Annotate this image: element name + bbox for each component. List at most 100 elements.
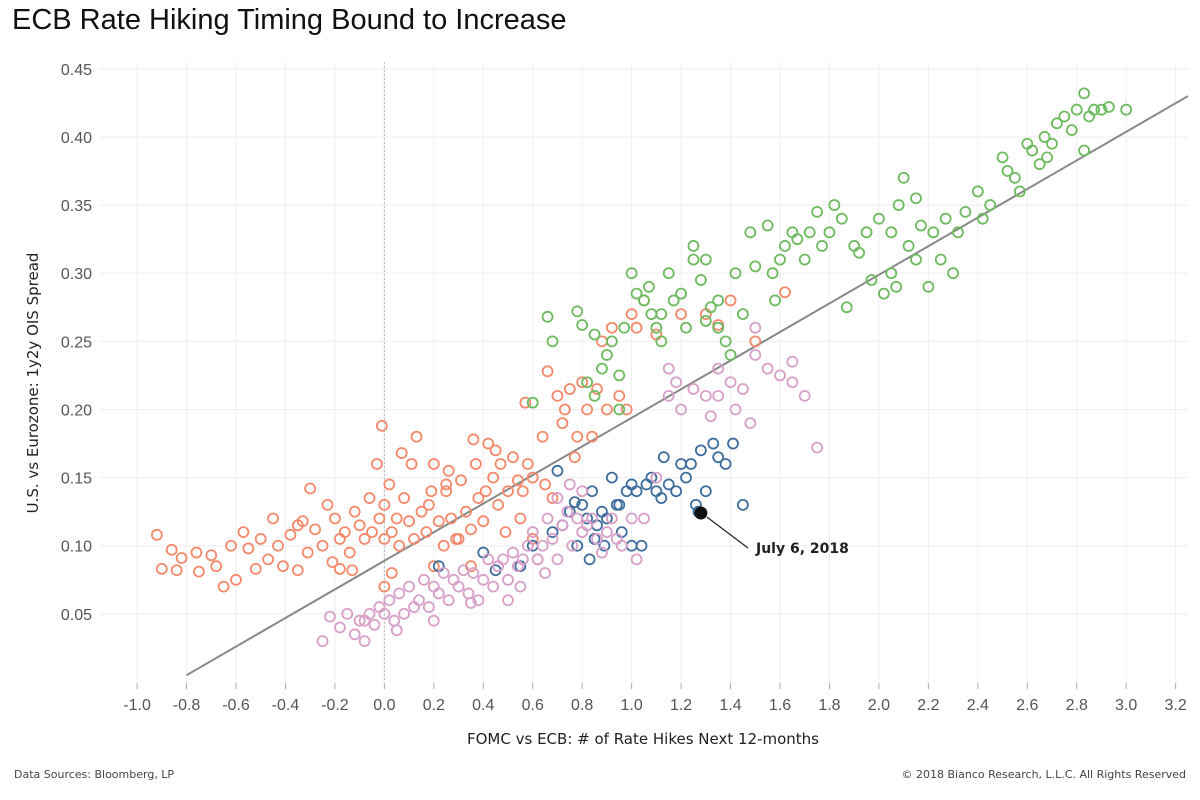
data-point: [408, 533, 420, 545]
data-point: [712, 321, 725, 334]
data-point: [605, 512, 618, 525]
data-point: [596, 546, 608, 559]
data-point: [630, 485, 643, 498]
data-point: [521, 539, 534, 552]
data-point: [358, 614, 371, 627]
data-point: [798, 253, 811, 266]
data-point: [581, 403, 594, 416]
x-tick-label: -1.0: [123, 697, 151, 714]
data-point: [267, 512, 279, 525]
data-point: [853, 246, 866, 259]
data-point: [996, 151, 1009, 164]
data-point: [546, 335, 559, 348]
data-point: [571, 539, 584, 552]
data-point: [803, 226, 816, 239]
data-point: [598, 539, 611, 552]
data-point: [487, 471, 500, 484]
data-point: [729, 267, 742, 280]
data-point: [378, 533, 391, 545]
data-point: [472, 492, 485, 504]
data-point: [333, 563, 346, 575]
data-point: [395, 447, 408, 459]
data-point: [316, 635, 329, 648]
data-point: [640, 478, 653, 491]
data-point: [277, 560, 289, 573]
data-point: [432, 515, 445, 528]
data-point: [413, 594, 425, 607]
x-tick-label: 2.0: [868, 697, 890, 714]
data-point: [662, 478, 675, 491]
data-point: [645, 471, 658, 484]
data-point: [581, 519, 594, 532]
data-point: [410, 430, 423, 443]
data-point: [373, 601, 386, 613]
data-point: [1041, 151, 1053, 164]
data-point: [774, 253, 786, 266]
data-point: [613, 498, 626, 511]
data-point: [1046, 137, 1058, 150]
data-point: [615, 539, 628, 552]
data-point: [902, 240, 915, 252]
data-point: [284, 528, 297, 541]
data-point: [581, 376, 594, 389]
data-point: [618, 321, 631, 334]
data-point: [568, 496, 581, 509]
data-point: [193, 565, 205, 578]
data-point: [546, 492, 559, 504]
data-point: [398, 607, 411, 620]
x-tick-label: 2.4: [967, 697, 989, 714]
data-point: [309, 523, 322, 536]
data-point: [976, 212, 989, 225]
data-point: [460, 505, 472, 518]
data-point: [155, 563, 168, 575]
x-tick-label: 0.4: [472, 697, 494, 714]
x-axis-label: FOMC vs ECB: # of Rate Hikes Next 12-mon…: [467, 730, 819, 748]
data-point: [388, 614, 401, 627]
data-point: [514, 580, 527, 593]
data-point: [601, 526, 613, 539]
data-point: [601, 512, 613, 525]
annotation-leader-line: [706, 516, 749, 549]
data-point: [685, 458, 697, 470]
data-point: [551, 553, 564, 566]
data-point: [455, 474, 467, 487]
data-point: [840, 301, 853, 314]
data-point: [546, 533, 559, 545]
data-point: [422, 601, 435, 613]
y-tick-label: 0.25: [61, 334, 92, 351]
data-point: [823, 226, 836, 239]
data-point: [558, 403, 571, 416]
data-point: [516, 485, 529, 498]
data-point: [591, 383, 603, 395]
x-tick-label: 2.6: [1016, 697, 1038, 714]
data-point: [390, 624, 403, 637]
y-axis-ticks: 0.05 0.10 0.15 0.20 0.25 0.30 0.35 0.40 0.45: [61, 62, 92, 624]
data-point: [848, 240, 861, 252]
data-point: [477, 573, 490, 586]
data-point: [521, 458, 534, 470]
data-point: [440, 485, 453, 498]
data-point: [563, 478, 576, 491]
data-point: [333, 621, 346, 634]
data-point: [516, 553, 529, 566]
data-point: [353, 614, 366, 627]
data-point: [694, 274, 707, 286]
copyright-note: © 2018 Bianco Research, L.L.C. All Right…: [901, 768, 1186, 781]
data-point: [670, 376, 683, 389]
data-point: [452, 580, 465, 593]
y-axis-label: U.S. vs Eurozone: 1y2y OIS Spread: [24, 253, 42, 514]
data-point: [927, 226, 940, 239]
data-point: [465, 523, 477, 536]
data-point: [571, 512, 584, 525]
data-point: [744, 417, 757, 429]
data-point: [971, 185, 984, 198]
data-point: [1078, 87, 1091, 100]
data-point: [761, 362, 774, 375]
x-tick-label: 1.0: [621, 697, 643, 714]
data-point: [442, 594, 455, 607]
data-point: [482, 553, 495, 566]
data-point: [613, 389, 626, 402]
data-point: [596, 505, 608, 518]
data-point: [346, 564, 359, 577]
